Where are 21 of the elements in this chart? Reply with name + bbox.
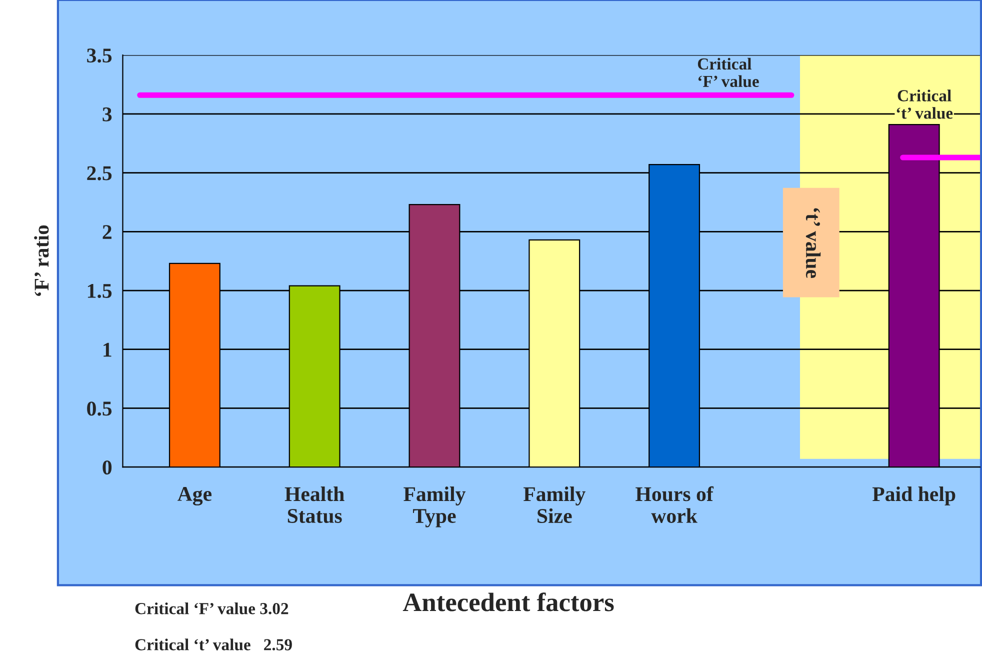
y-tick-label: 1 (104, 342, 112, 357)
y-tick-label: 3.5 (87, 48, 112, 63)
y-tick-label: 2 (102, 225, 112, 239)
y-tick-label: 0.5 (87, 402, 112, 416)
x-tick-label: Health Status (284, 486, 344, 524)
y-tick-label: 2.5 (87, 166, 112, 180)
ref-line-label: Critical ‘F’ value (698, 58, 759, 88)
y-tick-label: 3 (102, 107, 112, 122)
text: Critical ‘F’ value 3.02 (135, 602, 288, 614)
y-tick-label: 0 (102, 460, 112, 475)
text: Critical ‘t’ value 2.59 (135, 638, 292, 650)
x-tick-label: Paid help (872, 486, 956, 506)
x-tick-label: Age (178, 487, 212, 506)
annotation: ‘t’ value (806, 208, 821, 278)
y-tick-label: 1.5 (88, 284, 112, 298)
x-tick-label: Hours of work (636, 486, 714, 523)
x-tick-label: Family Type (404, 486, 466, 528)
x-axis-title: Antecedent factors (402, 592, 614, 612)
ref-line-label: Critical ‘t’ value (896, 90, 953, 119)
y-axis-title: ‘F’ ratio (34, 225, 49, 296)
x-tick-label: Family Size (524, 486, 586, 524)
